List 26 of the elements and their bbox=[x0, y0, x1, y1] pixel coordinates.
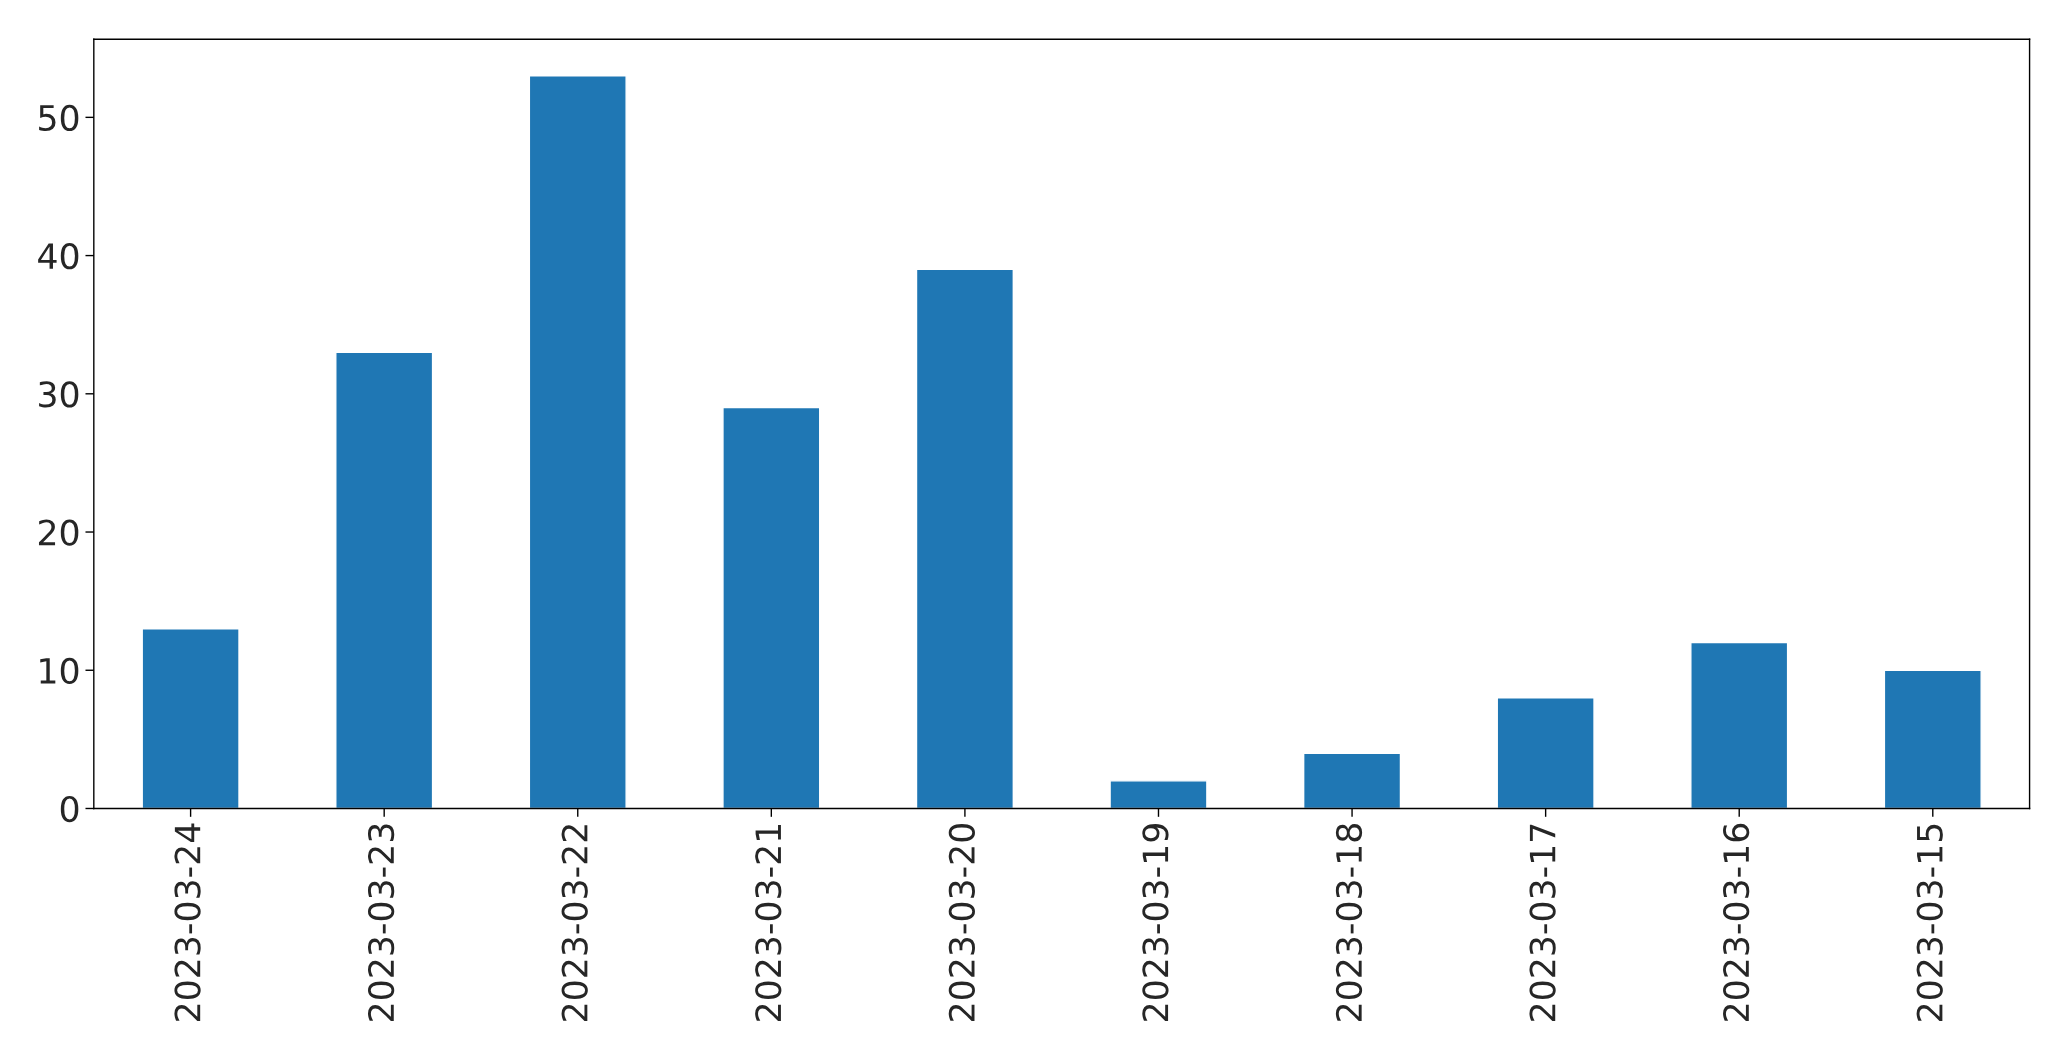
x-tick-label: 2023-03-18 bbox=[1335, 824, 1363, 1021]
x-tick-label: 2023-03-15 bbox=[1916, 824, 1943, 1021]
bar bbox=[722, 406, 821, 809]
bar bbox=[1302, 752, 1402, 809]
x-tick-label: 2023-03-23 bbox=[367, 824, 395, 1021]
bar bbox=[141, 628, 240, 809]
x-tick-label: 2023-03-24 bbox=[174, 823, 201, 1021]
bar bbox=[1883, 669, 1982, 809]
bar bbox=[1690, 641, 1789, 809]
bar bbox=[335, 351, 434, 809]
y-tick-label: 0 bbox=[60, 795, 79, 823]
y-tick-label: 20 bbox=[38, 519, 79, 546]
bar bbox=[1496, 697, 1595, 809]
x-tick-label: 2023-03-16 bbox=[1723, 823, 1750, 1021]
bar bbox=[1109, 780, 1208, 809]
x-tick-label: 2023-03-19 bbox=[1142, 824, 1169, 1021]
y-tick-label: 50 bbox=[39, 104, 79, 132]
y-tick-label: 10 bbox=[40, 657, 79, 684]
y-tick-label: 40 bbox=[38, 243, 79, 270]
bar bbox=[528, 75, 627, 809]
x-tick-label: 2023-03-21 bbox=[755, 824, 782, 1021]
y-tick-label: 30 bbox=[39, 381, 79, 408]
bar bbox=[915, 268, 1014, 809]
x-tick-label: 2023-03-22 bbox=[561, 825, 588, 1021]
x-tick-label: 2023-03-17 bbox=[1529, 824, 1556, 1021]
x-tick-label: 2023-03-20 bbox=[948, 823, 975, 1021]
